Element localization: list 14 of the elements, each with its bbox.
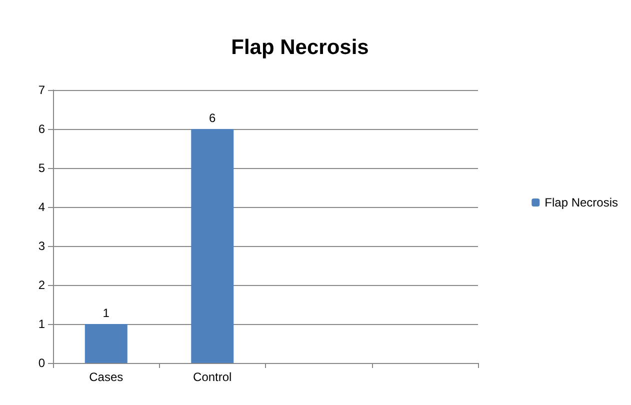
- y-tick-label: 3: [38, 239, 46, 253]
- data-label: 6: [209, 111, 216, 125]
- y-tick-label: 5: [38, 161, 46, 175]
- x-tick-label: Cases: [89, 370, 124, 384]
- y-tick-label: 6: [38, 122, 46, 136]
- y-tick-label: 4: [38, 200, 46, 214]
- y-tick-label: 2: [38, 278, 46, 292]
- chart-title: Flap Necrosis: [231, 36, 369, 59]
- x-tick-label: Control: [193, 370, 232, 384]
- y-tick-label: 0: [38, 356, 46, 370]
- data-label: 1: [102, 306, 110, 320]
- y-tick-label: 1: [38, 317, 46, 331]
- legend-label: Flap Necrosis: [544, 196, 618, 210]
- y-tick-label: 7: [38, 83, 46, 97]
